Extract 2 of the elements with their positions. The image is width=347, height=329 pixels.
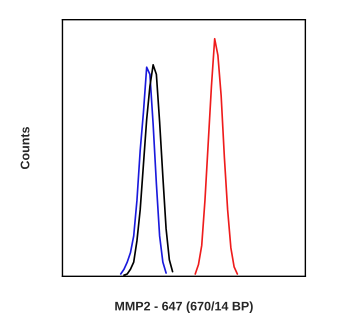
x-axis-title: MMP2 - 647 (670/14 BP) — [115, 301, 253, 314]
y-axis-title: Counts — [20, 127, 30, 170]
